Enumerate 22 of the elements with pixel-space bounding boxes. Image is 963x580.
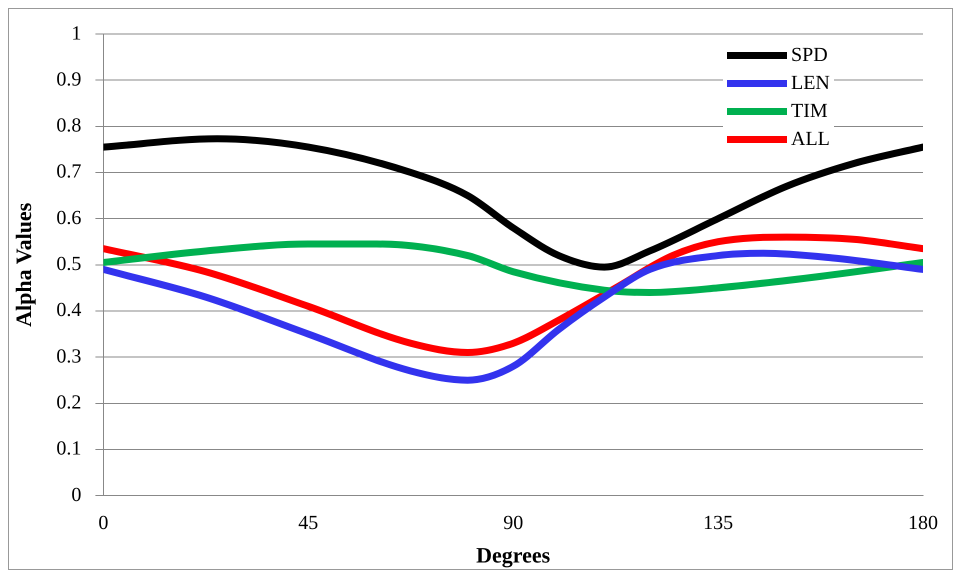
y-tick-label: 0 [71,484,82,506]
x-tick-label: 180 [908,512,938,534]
y-tick-label: 0.1 [56,438,82,460]
y-axis-title: Alpha Values [10,202,36,327]
y-tick-label: 0.6 [56,206,82,229]
y-tick-label: 0.7 [56,160,82,183]
y-tick-label: 0.5 [56,253,82,276]
y-tick-label: 0.3 [56,345,82,368]
legend-label: LEN [791,72,830,94]
legend-label: SPD [791,44,828,66]
y-tick-label: 0.9 [56,68,82,90]
x-axis-title: Degrees [476,542,551,568]
x-tick-label: 45 [298,512,318,534]
x-tick-label: 90 [503,512,524,534]
x-tick-label: 0 [98,512,108,534]
y-tick-label: 0.4 [56,299,82,322]
y-tick-label: 0.8 [56,114,82,137]
legend-label: TIM [791,100,828,122]
x-tick-label: 135 [703,512,734,534]
y-tick-label: 1 [71,22,82,44]
legend-label: ALL [791,128,830,150]
y-tick-label: 0.2 [56,392,82,414]
